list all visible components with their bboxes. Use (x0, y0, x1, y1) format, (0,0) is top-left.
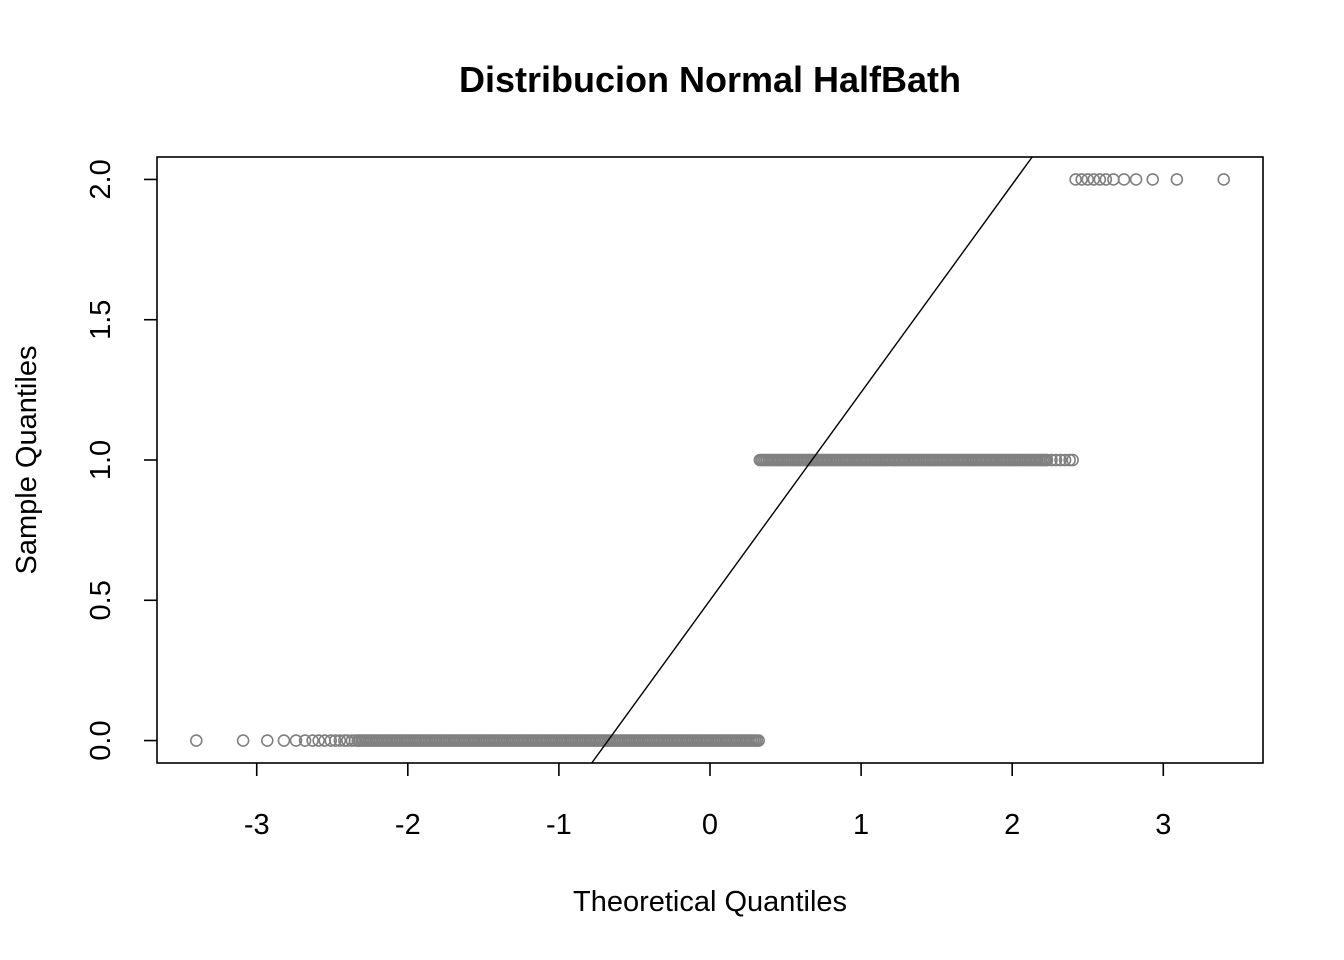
data-point (1117, 173, 1131, 186)
data-point (1107, 173, 1120, 186)
data-point (312, 734, 325, 747)
data-point (277, 734, 291, 747)
chart-title: Distribucion Normal HalfBath (459, 59, 961, 100)
data-point (333, 734, 347, 747)
data-point (189, 734, 203, 747)
data-point (324, 734, 338, 747)
data-point (1099, 173, 1113, 186)
data-point (1087, 173, 1101, 186)
data-point (1066, 453, 1079, 467)
data-point (1058, 453, 1072, 467)
data-point (260, 734, 274, 747)
data-point (1146, 173, 1159, 186)
x-tick-label: -3 (244, 809, 270, 841)
y-tick-label: 1.5 (85, 300, 117, 340)
x-axis-label: Theoretical Quantiles (573, 886, 847, 918)
y-axis-label: Sample Quantiles (11, 346, 43, 575)
data-point (1075, 173, 1088, 186)
x-tick-label: 0 (702, 809, 718, 841)
y-tick-label: 0.0 (85, 720, 117, 760)
y-tick-label: 0.5 (85, 580, 117, 620)
data-point (328, 734, 342, 747)
data-point (1217, 173, 1231, 186)
x-tick-label: -2 (395, 809, 421, 841)
y-tick-label: 2.0 (85, 159, 117, 199)
plot-frame (156, 156, 1264, 764)
data-point (1054, 453, 1067, 467)
reference-line (591, 156, 1033, 764)
data-point (298, 734, 312, 747)
y-tick-label: 1.0 (85, 440, 117, 480)
x-tick-label: 3 (1155, 809, 1171, 841)
data-point (1069, 173, 1082, 186)
data-point (1040, 453, 1053, 467)
x-tick-label: 1 (853, 809, 869, 841)
data-point (752, 734, 765, 747)
data-point (1129, 173, 1143, 186)
data-point (289, 734, 303, 747)
data-point (306, 734, 319, 747)
x-tick-label: -1 (546, 809, 572, 841)
data-points (189, 173, 1231, 747)
data-point (1170, 173, 1184, 186)
x-axis: -3 -2 -1 0 1 2 3 (244, 763, 1171, 841)
x-tick-label: 2 (1004, 809, 1020, 841)
data-point (1093, 173, 1107, 186)
y-axis: 0.0 0.5 1.0 1.5 2.0 (85, 159, 157, 761)
data-point (1081, 173, 1095, 186)
data-point (236, 734, 250, 747)
